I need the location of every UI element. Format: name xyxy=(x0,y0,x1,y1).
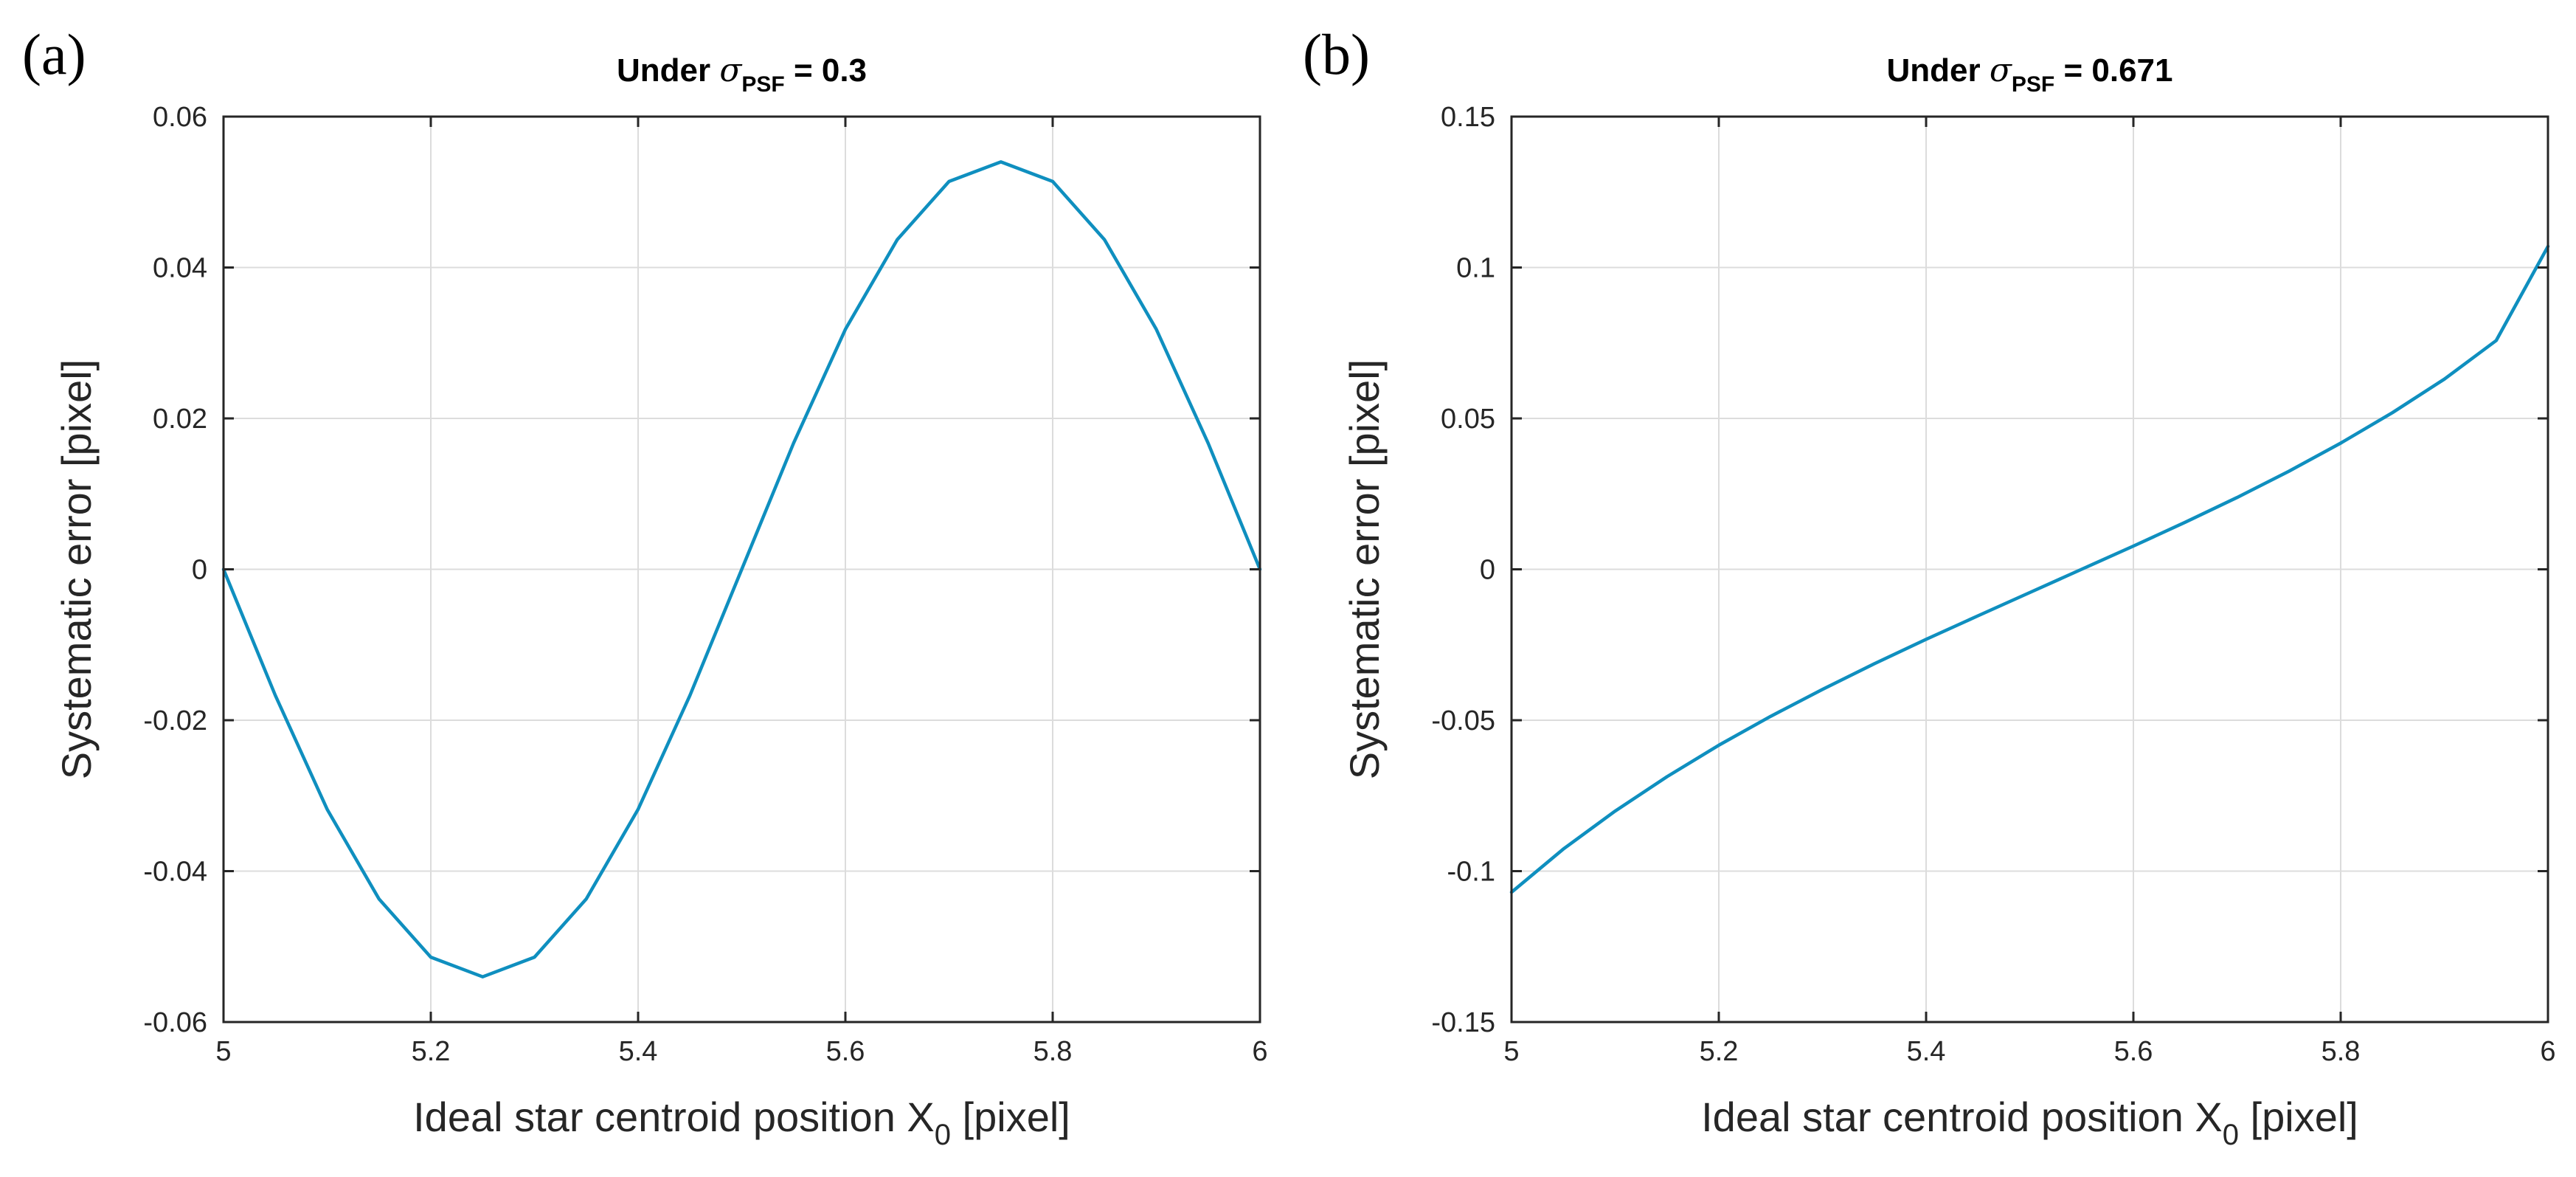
chart-panel-a: 5 5.2 5.4 5.6 5.8 6 -0.06 -0.04 -0.02 0 0.02 0.04 0.… xyxy=(22,22,1268,1151)
chart-b-xtick-label: 5.8 xyxy=(2321,1036,2361,1067)
chart-b-title-symbol: σ xyxy=(1990,52,2013,89)
chart-a-title-prefix: Under xyxy=(617,52,719,89)
chart-a-xlabel-subscript: 0 xyxy=(935,1119,951,1151)
chart-panel-b: 5 5.2 5.4 5.6 5.8 6 -0.15 -0.1 -0.05 0 0.05 0.1 0.15… xyxy=(1288,0,2576,1177)
chart-a-xtick-label: 5.2 xyxy=(412,1036,451,1067)
chart-a-xtick-label: 5.8 xyxy=(1033,1036,1073,1067)
chart-b-xtick-label: 5.6 xyxy=(2114,1036,2153,1067)
chart-a-xlabel-prefix: Ideal star centroid position X xyxy=(413,1094,935,1140)
chart-b-y-axis-label: Systematic error [pixel] xyxy=(1341,359,1388,780)
chart-b-title-suffix: = 0.671 xyxy=(2054,52,2172,89)
chart-a-series-line-0 xyxy=(221,160,1262,978)
chart-a-y-axis-label: Systematic error [pixel] xyxy=(53,359,100,780)
chart-b-xlabel-suffix: [pixel] xyxy=(2239,1094,2358,1140)
chart-a-xtick-label: 5.4 xyxy=(619,1036,658,1067)
chart-b-ytick-label: -0.15 xyxy=(1431,1007,1495,1038)
chart-a-xtick-label: 5 xyxy=(215,1036,231,1067)
chart-a-ytick-label: 0 xyxy=(192,555,207,586)
chart-a-ytick-label: -0.06 xyxy=(143,1007,207,1038)
chart-a-xlabel-suffix: [pixel] xyxy=(951,1094,1070,1140)
chart-b-xlabel-subscript: 0 xyxy=(2223,1119,2239,1151)
chart-b-title-prefix: Under xyxy=(1886,52,1989,89)
chart-b-ytick-label: -0.05 xyxy=(1431,705,1495,736)
chart-b-xtick-label: 5.4 xyxy=(1907,1036,1946,1067)
chart-b-ytick-label: -0.1 xyxy=(1447,857,1495,888)
chart-b-title-subscript: PSF xyxy=(2012,72,2054,97)
chart-b-xlabel-prefix: Ideal star centroid position X xyxy=(1701,1094,2223,1140)
chart-b-xtick-label: 6 xyxy=(2540,1036,2555,1067)
chart-a-ytick-label: 0.02 xyxy=(153,404,207,435)
chart-b-ytick-label: 0.1 xyxy=(1456,253,1495,284)
chart-a-panel-label: (a) xyxy=(22,22,86,86)
chart-a-ytick-label: 0.04 xyxy=(153,253,207,284)
chart-a-svg: 5 5.2 5.4 5.6 5.8 6 -0.06 -0.04 -0.02 0 0.02 0.04 0.… xyxy=(22,22,1268,1151)
chart-b-series-line-0 xyxy=(1509,244,2550,894)
chart-b-x-axis-label: Ideal star centroid position X0 [pixel] xyxy=(1701,1094,2358,1151)
chart-a-title-subscript: PSF xyxy=(741,72,784,97)
chart-b-title: Under σPSF = 0.671 xyxy=(1886,52,2172,97)
chart-a-xtick-label: 6 xyxy=(1252,1036,1267,1067)
chart-b-ytick-label: 0.15 xyxy=(1441,102,1495,133)
chart-b-panel-label: (b) xyxy=(1303,22,1370,86)
chart-b-xtick-label: 5.2 xyxy=(1700,1036,1739,1067)
chart-a-ytick-label: -0.04 xyxy=(143,857,207,888)
chart-a-x-axis-label: Ideal star centroid position X0 [pixel] xyxy=(413,1094,1070,1151)
chart-a-xtick-label: 5.6 xyxy=(826,1036,865,1067)
chart-b-ytick-label: 0 xyxy=(1480,555,1495,586)
chart-a-title: Under σPSF = 0.3 xyxy=(617,52,867,97)
chart-b-ytick-label: 0.05 xyxy=(1441,404,1495,435)
chart-a-title-suffix: = 0.3 xyxy=(785,52,867,89)
chart-a-ytick-label: 0.06 xyxy=(153,102,207,133)
chart-b-xtick-label: 5 xyxy=(1503,1036,1519,1067)
chart-a-title-symbol: σ xyxy=(719,52,743,89)
chart-b-svg: 5 5.2 5.4 5.6 5.8 6 -0.15 -0.1 -0.05 0 0.05 0.1 0.15… xyxy=(1303,22,2556,1151)
chart-a-ytick-label: -0.02 xyxy=(143,705,207,736)
